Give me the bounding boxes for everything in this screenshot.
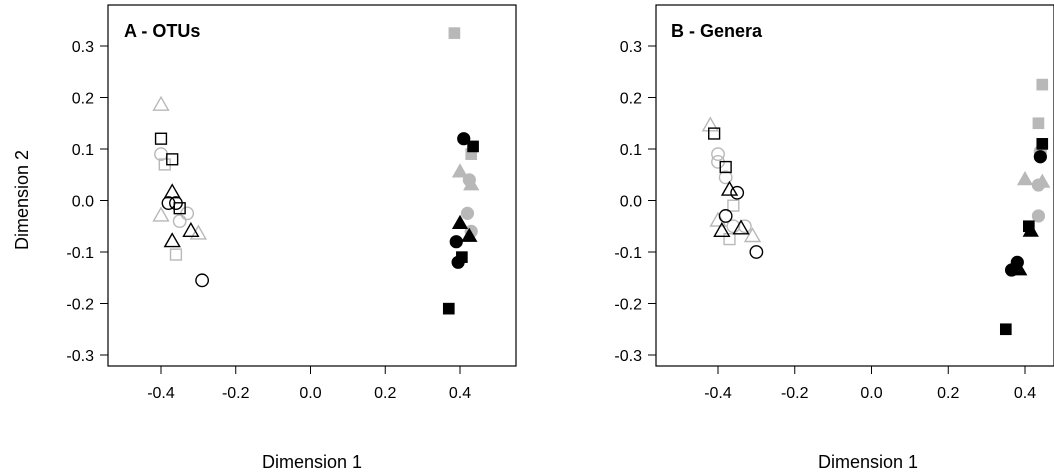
data-point-triangle [461, 227, 478, 242]
points-a [152, 27, 480, 315]
data-point-circle [1033, 150, 1047, 164]
data-point-square [169, 248, 183, 261]
y-axis-title-a: Dimension 2 [12, 150, 32, 250]
data-point-circle [711, 147, 725, 162]
y-tick-label-b: 0.1 [620, 142, 642, 159]
data-point-triangle [1022, 222, 1039, 237]
data-point-triangle [163, 183, 181, 199]
data-point-triangle [152, 206, 170, 222]
data-point-circle [195, 273, 210, 288]
x-tick-label-b: -0.4 [704, 385, 732, 402]
y-tick-label-b: 0.2 [620, 91, 642, 108]
panel-title-b: B - Genera [671, 21, 763, 41]
data-point-triangle [701, 116, 720, 132]
panel-a: A - OTUs -0.3-0.2-0.10.00.10.20.3 -0.4 -0… [12, 4, 517, 472]
data-point-triangle [182, 221, 200, 238]
x-tick-label-a: 0.4 [449, 385, 471, 402]
data-point-triangle [1011, 261, 1028, 276]
data-point-triangle [451, 214, 469, 230]
data-point-square [719, 160, 732, 174]
data-point-circle [726, 219, 741, 234]
data-point-circle [161, 196, 176, 210]
data-point-circle [1031, 209, 1046, 223]
data-point-circle [730, 185, 745, 200]
data-point-circle [449, 235, 463, 249]
x-tick-label-b: -0.2 [781, 385, 809, 402]
x-tick-label-b: 0.0 [860, 385, 882, 402]
x-axis-a: -0.4 -0.2 0.0 0.2 0.4 [147, 366, 471, 402]
data-point-circle [1031, 178, 1046, 192]
data-point-circle [718, 170, 733, 185]
data-point-square [154, 132, 168, 145]
data-point-square [1032, 117, 1045, 130]
x-axis-title-a: Dimension 1 [262, 452, 362, 472]
y-tick-label-a: 0.3 [72, 39, 94, 56]
y-tick-label-a: -0.2 [66, 297, 94, 314]
y-axis-b: -0.3 -0.2 -0.1 0.0 0.1 0.2 0.3 [614, 39, 656, 365]
x-tick-label-a: -0.4 [147, 385, 175, 402]
data-point-square [708, 127, 721, 140]
data-point-triangle [189, 224, 208, 240]
data-point-circle [718, 209, 733, 223]
data-point-triangle [713, 221, 731, 238]
y-tick-label-a: -0.1 [66, 245, 94, 262]
data-point-circle [749, 245, 764, 259]
y-tick-label-b: -0.3 [614, 348, 642, 365]
y-tick-label-a: 0.0 [72, 194, 94, 211]
x-tick-label-a: 0.0 [299, 385, 321, 402]
plot-frame-b [655, 4, 1054, 367]
panel-title-a: A - OTUs [124, 21, 200, 41]
y-tick-label-b: 0.0 [620, 194, 642, 211]
y-tick-label-a: -0.3 [66, 348, 94, 365]
data-point-triangle [451, 163, 469, 178]
x-tick-label-b: 0.4 [1014, 385, 1036, 402]
data-point-triangle [163, 232, 181, 248]
data-point-circle [172, 214, 187, 229]
x-axis-b: -0.4 -0.2 0.0 0.2 0.4 [704, 366, 1036, 402]
data-point-triangle [709, 211, 727, 227]
points-b [701, 78, 1051, 336]
y-tick-label-b: 0.3 [620, 39, 642, 56]
data-point-square [166, 153, 179, 166]
data-point-circle [451, 255, 465, 269]
data-point-square [723, 232, 736, 246]
y-tick-label-b: -0.1 [614, 245, 642, 262]
y-tick-label-b: -0.2 [614, 297, 642, 314]
data-point-square [727, 199, 740, 212]
x-tick-label-a: 0.2 [374, 385, 396, 402]
x-tick-label-a: -0.2 [222, 385, 250, 402]
data-point-triangle [732, 219, 750, 235]
data-point-square [1036, 138, 1049, 150]
data-point-triangle [152, 95, 170, 111]
data-point-square [448, 27, 461, 39]
data-point-square [467, 140, 479, 153]
data-point-triangle [1016, 170, 1034, 186]
data-point-circle [460, 206, 475, 220]
x-axis-title-b: Dimension 1 [818, 452, 918, 472]
data-point-square [442, 302, 455, 315]
data-point-square [1036, 78, 1049, 91]
data-point-triangle [743, 227, 762, 243]
plot-frame-a [107, 4, 517, 367]
y-tick-label-a: 0.1 [72, 142, 94, 159]
x-tick-label-b: 0.2 [937, 385, 959, 402]
panel-b: B - Genera -0.3 -0.2 -0.1 0.0 0.1 0.2 0.3 -0.4… [614, 4, 1054, 472]
y-tick-label-a: 0.2 [72, 91, 94, 108]
data-point-triangle [463, 176, 480, 191]
data-point-square [173, 202, 186, 215]
data-point-square [999, 323, 1012, 336]
data-point-circle [457, 132, 471, 146]
y-axis-a: -0.3 -0.2 -0.1 0.0 0.1 0.2 0.3 [66, 39, 108, 365]
